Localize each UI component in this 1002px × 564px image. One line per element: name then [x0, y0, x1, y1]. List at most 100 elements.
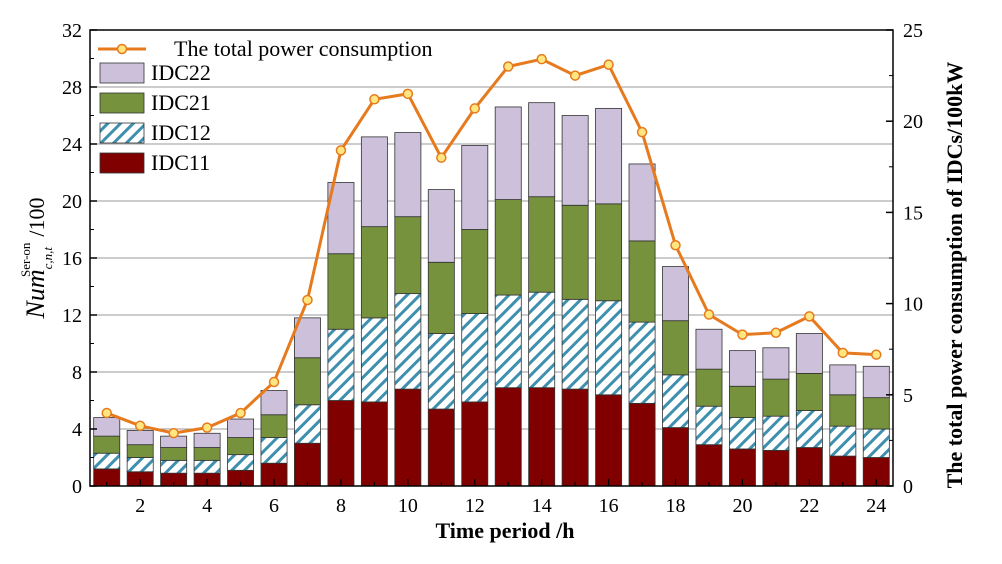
bar-idc22-14	[528, 102, 556, 198]
bar-idc22-1	[93, 417, 121, 437]
bar-idc11-11	[427, 408, 455, 487]
bar-idc22-18	[662, 266, 689, 322]
bar-idc12-15	[561, 298, 589, 390]
bar-idc21-16	[595, 203, 623, 302]
total-power-point-16	[603, 59, 614, 70]
y-axis-right-label: The total power consumption of IDCs/100k…	[942, 62, 967, 489]
y-left-tick-label-24: 24	[62, 134, 82, 156]
bar-idc11-16	[595, 394, 623, 487]
total-power-point-12	[469, 103, 481, 114]
bars	[93, 102, 890, 487]
bar-idc22-10	[394, 132, 422, 218]
bar-idc11-23	[829, 455, 857, 487]
bar-idc12-14	[528, 291, 556, 389]
bar-idc11-14	[528, 387, 556, 487]
legend-swatch-idc12	[99, 122, 145, 144]
y-left-tick-label-28: 28	[62, 77, 82, 99]
total-power-point-22	[804, 311, 815, 322]
bar-idc21-1	[93, 435, 121, 454]
y-right-tick-label-10: 10	[903, 294, 923, 316]
y-left-label-sup: Ser-on	[18, 242, 33, 277]
bar-idc22-17	[628, 163, 656, 242]
bar-idc11-12	[461, 401, 489, 487]
bar-idc12-8	[327, 328, 355, 401]
total-power-point-24	[871, 349, 882, 360]
svg-text:Numc,n,tSer-on/100: Numc,n,t Ser-on/100	[18, 197, 55, 319]
total-power-point-2	[134, 420, 146, 432]
bar-idc21-12	[461, 229, 489, 314]
bar-idc22-2	[126, 430, 154, 446]
bar-idc12-18	[662, 374, 689, 428]
bar-idc22-20	[728, 350, 756, 387]
bar-idc22-13	[494, 106, 522, 200]
y-left-tick-label-20: 20	[62, 191, 82, 213]
y-left-tick-label-12: 12	[62, 305, 82, 327]
bar-idc22-21	[762, 347, 790, 380]
total-power-point-5	[235, 407, 246, 419]
bar-idc12-17	[628, 321, 656, 404]
bar-idc11-15	[561, 388, 589, 487]
bar-idc22-22	[795, 333, 823, 374]
bar-idc12-19	[695, 405, 723, 446]
bar-idc21-14	[528, 196, 556, 293]
total-power-point-15	[569, 70, 581, 81]
bar-idc21-20	[728, 385, 756, 419]
total-power-point-17	[636, 126, 648, 138]
bar-idc21-17	[628, 240, 656, 323]
bar-idc21-23	[829, 394, 857, 427]
bar-idc21-15	[561, 204, 589, 300]
total-power-point-4	[201, 422, 213, 433]
total-power-point-8	[335, 145, 347, 156]
bar-idc12-1	[93, 452, 121, 470]
y-left-label-main: Num	[21, 269, 50, 319]
x-tick-label-8: 8	[336, 495, 346, 517]
bar-idc12-10	[394, 293, 422, 390]
bar-idc21-21	[762, 378, 790, 417]
bar-idc22-24	[862, 365, 890, 399]
bar-idc22-12	[461, 145, 489, 230]
y-left-tick-label-8: 8	[72, 362, 82, 384]
bar-idc21-5	[227, 437, 255, 456]
bar-idc22-6	[260, 390, 288, 416]
legend-label-idc11: IDC11	[151, 150, 210, 175]
bar-idc12-22	[795, 410, 823, 448]
bar-idc21-9	[360, 226, 388, 319]
bar-idc11-8	[327, 400, 355, 487]
x-tick-label-24: 24	[866, 495, 886, 517]
bar-idc11-18	[662, 427, 689, 487]
total-power-point-20	[737, 329, 748, 340]
y-right-tick-label-5: 5	[903, 385, 913, 407]
x-tick-label-18: 18	[666, 495, 686, 517]
bar-idc22-19	[695, 328, 723, 370]
total-power-point-10	[402, 88, 414, 100]
bar-idc11-21	[762, 449, 790, 487]
y-right-tick-label-0: 0	[903, 476, 913, 498]
bar-idc22-11	[427, 189, 455, 263]
bar-idc21-24	[862, 397, 890, 430]
x-tick-label-16: 16	[599, 495, 619, 517]
bar-idc12-2	[126, 457, 154, 473]
bar-idc22-4	[193, 432, 221, 448]
bar-idc21-2	[126, 444, 154, 458]
y-axis-left-label: Numc,n,t Ser-on/100	[18, 197, 55, 319]
bar-idc21-19	[695, 368, 723, 407]
total-power-point-11	[436, 152, 447, 163]
total-power-point-18	[670, 239, 681, 251]
bar-idc21-13	[494, 199, 522, 296]
bar-idc21-18	[662, 320, 689, 376]
y-right-tick-label-20: 20	[903, 111, 923, 133]
bar-idc21-10	[394, 216, 422, 295]
x-tick-label-10: 10	[398, 495, 418, 517]
bar-idc22-9	[360, 136, 388, 228]
legend-line-marker	[116, 43, 128, 55]
bar-idc11-7	[294, 442, 321, 487]
legend-label-idc21: IDC21	[151, 90, 211, 115]
y-left-label-suffix: /100	[24, 197, 49, 236]
bar-idc11-10	[394, 388, 422, 487]
bar-idc12-20	[728, 417, 756, 450]
x-tick-label-22: 22	[799, 495, 819, 517]
x-tick-label-20: 20	[732, 495, 752, 517]
